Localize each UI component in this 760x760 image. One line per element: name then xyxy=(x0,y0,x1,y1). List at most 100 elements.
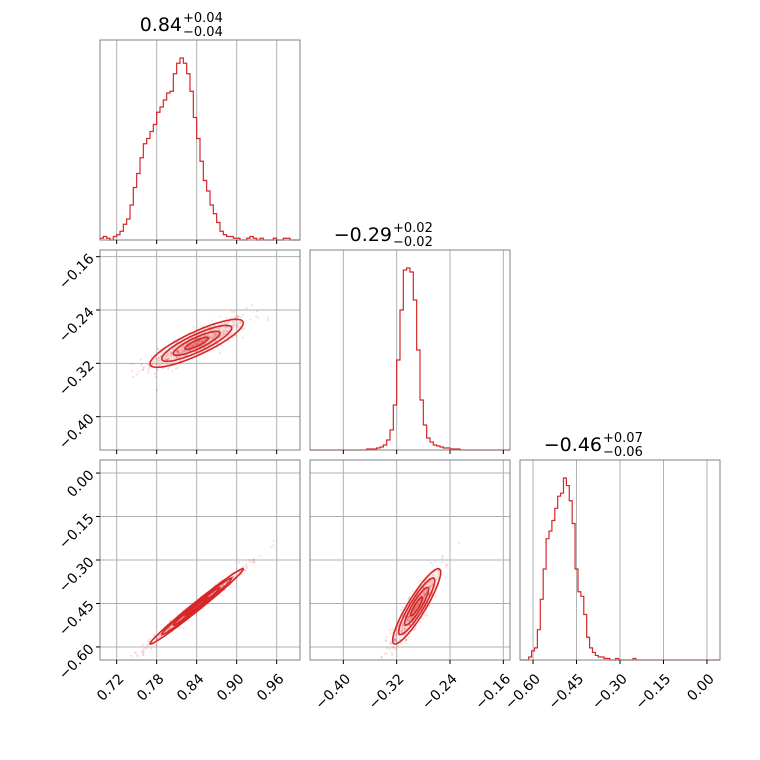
sample-point xyxy=(143,647,146,650)
sample-point xyxy=(191,345,195,348)
sample-point xyxy=(419,621,422,624)
sample-point xyxy=(414,608,417,611)
sample-point xyxy=(413,609,416,613)
sample-point xyxy=(231,575,234,579)
sample-point xyxy=(160,362,163,365)
sample-point xyxy=(237,571,240,574)
sample-point xyxy=(226,336,229,339)
sample-point xyxy=(142,648,145,651)
sample-point xyxy=(407,597,410,601)
sample-point xyxy=(155,644,158,647)
sample-point xyxy=(156,358,159,361)
sample-point xyxy=(423,593,426,596)
sample-point xyxy=(237,315,240,318)
sample-point xyxy=(208,335,211,338)
sample-point xyxy=(142,653,145,657)
sample-point xyxy=(159,354,162,357)
sample-point xyxy=(158,359,161,362)
sample-point xyxy=(248,558,251,562)
sample-point xyxy=(445,563,448,566)
sample-point xyxy=(217,581,220,584)
sample-point xyxy=(172,348,175,351)
sample-point xyxy=(233,310,236,313)
sample-point xyxy=(156,637,159,640)
contour-level-1 xyxy=(160,324,233,363)
sample-point xyxy=(136,655,140,658)
sample-point xyxy=(244,565,248,568)
sample-point xyxy=(417,602,420,605)
sample-point xyxy=(395,633,398,636)
sample-point xyxy=(168,366,171,369)
sample-point xyxy=(222,332,225,335)
x-tick-label-param-0: 0.72 xyxy=(94,671,127,704)
sample-point xyxy=(401,629,404,632)
sample-point xyxy=(176,350,179,353)
sample-point xyxy=(209,594,212,597)
sample-point xyxy=(429,585,432,588)
sample-point xyxy=(266,316,269,319)
title-upper-error: +0.02 xyxy=(393,221,433,236)
sample-point xyxy=(395,639,398,643)
x-tick-label-param-2: −0.45 xyxy=(546,671,588,713)
sample-point xyxy=(157,359,160,362)
x-tick-label-param-2: −0.15 xyxy=(633,671,675,713)
sample-point xyxy=(176,350,179,353)
sample-point xyxy=(146,644,149,647)
sample-point xyxy=(218,336,221,339)
sample-point xyxy=(175,356,178,359)
sample-point xyxy=(193,342,196,345)
sample-point xyxy=(408,615,411,619)
sample-point xyxy=(428,584,431,587)
sample-point xyxy=(384,640,387,643)
panel-frame-1-0 xyxy=(99,249,301,451)
sample-point xyxy=(409,616,412,619)
sample-point xyxy=(157,356,160,360)
sample-point xyxy=(441,561,444,564)
sample-point xyxy=(153,372,156,376)
sample-point xyxy=(169,619,172,622)
sample-point xyxy=(219,334,222,337)
sample-point xyxy=(196,343,199,346)
sample-point xyxy=(401,605,404,609)
sample-point xyxy=(214,333,217,337)
sample-point xyxy=(140,650,143,653)
sample-point xyxy=(399,630,403,633)
sample-point xyxy=(398,638,402,641)
sample-point xyxy=(140,364,143,367)
sample-point xyxy=(226,330,229,333)
sample-point xyxy=(431,585,434,588)
title-upper-error: +0.04 xyxy=(183,11,223,26)
sample-point xyxy=(219,351,222,355)
sample-point xyxy=(211,319,214,322)
y-tick-label-param-2: 0.00 xyxy=(64,467,97,500)
sample-point xyxy=(258,554,261,557)
sample-point xyxy=(213,336,216,339)
sample-point xyxy=(236,316,239,319)
x-tick-label-param-0: 0.90 xyxy=(214,671,247,704)
sample-point xyxy=(237,315,240,318)
sample-point xyxy=(139,358,142,361)
y-tick-label-param-2: −0.60 xyxy=(56,641,98,683)
title-upper-error: +0.07 xyxy=(603,431,643,446)
sample-point xyxy=(249,560,252,564)
sample-point xyxy=(150,355,153,358)
sample-point xyxy=(402,623,405,626)
sample-point xyxy=(134,652,137,655)
sample-point xyxy=(176,349,180,353)
sample-point xyxy=(165,358,168,361)
sample-point xyxy=(220,322,223,326)
title-lower-error: −0.02 xyxy=(393,235,433,250)
sample-point xyxy=(201,339,204,342)
sample-point xyxy=(394,637,397,640)
sample-point xyxy=(391,646,394,649)
sample-point xyxy=(404,639,408,642)
sample-point xyxy=(426,614,429,617)
sample-point xyxy=(158,364,161,367)
sample-point xyxy=(240,316,243,319)
sample-point xyxy=(186,350,189,353)
contour-level-1 xyxy=(397,577,436,636)
sample-point xyxy=(380,656,383,659)
sample-point xyxy=(178,351,181,355)
y-tick-label-param-2: −0.30 xyxy=(56,554,98,596)
sample-point xyxy=(220,585,223,588)
